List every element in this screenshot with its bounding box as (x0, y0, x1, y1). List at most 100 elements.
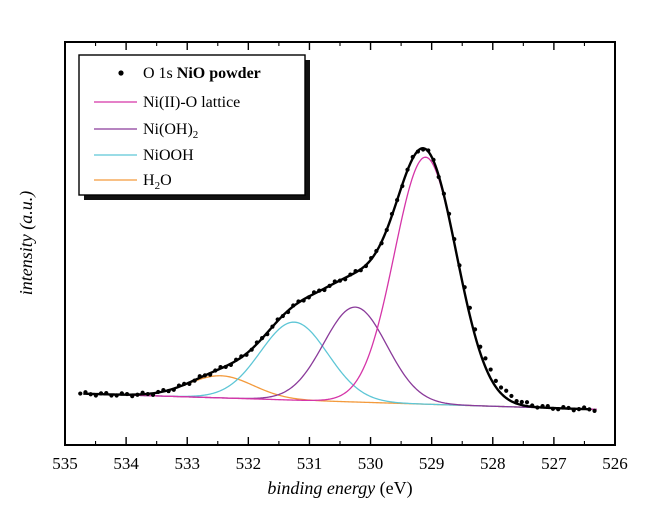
data-point (587, 407, 592, 412)
data-point (483, 356, 488, 361)
data-point (514, 398, 519, 404)
plot-frame (64, 41, 616, 446)
data-point (369, 255, 374, 261)
data-point (384, 227, 389, 233)
data-point (254, 340, 259, 345)
data-point (223, 364, 228, 370)
data-point (234, 357, 239, 362)
data-point (187, 381, 192, 387)
data-point (228, 362, 234, 368)
x-tick-label: 535 (52, 454, 78, 473)
data-point (556, 407, 561, 412)
data-point (124, 391, 130, 397)
data-point (452, 237, 457, 242)
x-tick-label: 526 (602, 454, 628, 473)
x-tick-label: 533 (174, 454, 200, 473)
x-tick-label: 530 (358, 454, 384, 473)
data-point (446, 211, 452, 216)
data-point (405, 167, 410, 172)
data-point (259, 336, 265, 341)
data-point (535, 405, 540, 410)
data-point (182, 381, 187, 386)
data-point (462, 285, 467, 290)
data-point (436, 174, 441, 180)
data-point (441, 191, 446, 196)
data-point (395, 198, 400, 203)
data-point (410, 154, 415, 160)
legend-marker-points (118, 70, 124, 76)
data-point (249, 347, 254, 352)
x-axis-title: binding energy (eV) (267, 478, 412, 499)
data-point (358, 268, 363, 273)
data-point (576, 407, 582, 412)
x-tick-label: 529 (419, 454, 445, 473)
data-point (104, 390, 109, 396)
data-point (166, 388, 171, 394)
component-curve-hydroxide (126, 306, 597, 411)
data-point (566, 405, 571, 411)
data-point (145, 391, 150, 397)
data-point (291, 303, 296, 308)
legend: O 1s NiO powder Ni(II)-O lattice Ni(OH)2… (78, 54, 310, 200)
data-point (343, 277, 348, 282)
data-point (301, 298, 306, 303)
x-tick-label: 532 (236, 454, 262, 473)
data-point (83, 390, 88, 395)
data-point (311, 290, 317, 295)
x-tick-label: 528 (480, 454, 506, 473)
legend-box (78, 54, 306, 196)
data-point (296, 299, 301, 304)
data-point (265, 332, 270, 337)
data-point (270, 324, 275, 329)
data-point (218, 365, 223, 370)
legend-label-points: O 1s NiO powder (143, 65, 261, 82)
data-point (363, 263, 369, 269)
data-point (327, 283, 332, 288)
data-point (109, 393, 114, 398)
data-point (119, 391, 124, 396)
data-point (130, 394, 135, 399)
data-point (530, 403, 535, 408)
data-point (337, 278, 343, 283)
data-point (488, 367, 493, 372)
data-point (467, 305, 472, 310)
data-point (244, 352, 249, 357)
data-point (457, 263, 462, 268)
data-point (400, 183, 405, 189)
data-point (317, 288, 322, 293)
data-point (504, 388, 509, 393)
data-point (98, 391, 104, 396)
data-point (353, 269, 358, 274)
data-point (592, 408, 597, 413)
data-point (348, 272, 353, 277)
data-point (431, 157, 436, 162)
data-point (88, 392, 93, 397)
data-point (524, 400, 530, 405)
y-axis-title: intensity (a.u.) (16, 191, 37, 295)
data-point (114, 393, 119, 398)
data-point (78, 391, 83, 396)
data-point (135, 392, 140, 397)
data-point (478, 344, 483, 349)
x-axis-title-italic: binding energy (267, 478, 375, 498)
data-point (509, 393, 514, 399)
data-point (498, 385, 504, 390)
data-point (322, 287, 327, 293)
data-point (306, 295, 311, 300)
legend-label-water: H2O (143, 172, 172, 192)
x-tick-label: 534 (113, 454, 139, 473)
x-tick-labels: 535 534 533 532 531 530 529 528 527 526 (52, 454, 628, 473)
data-point (239, 354, 244, 359)
data-point (389, 211, 395, 217)
data-point (561, 404, 566, 410)
data-point (582, 405, 587, 410)
x-tick-label: 527 (541, 454, 567, 473)
data-point (415, 149, 421, 154)
data-point (421, 147, 426, 152)
data-point (550, 406, 556, 411)
component-curve-niooh (126, 321, 597, 411)
data-point (379, 241, 384, 246)
data-point (519, 399, 524, 405)
x-axis-title-unit: (eV) (375, 478, 412, 499)
